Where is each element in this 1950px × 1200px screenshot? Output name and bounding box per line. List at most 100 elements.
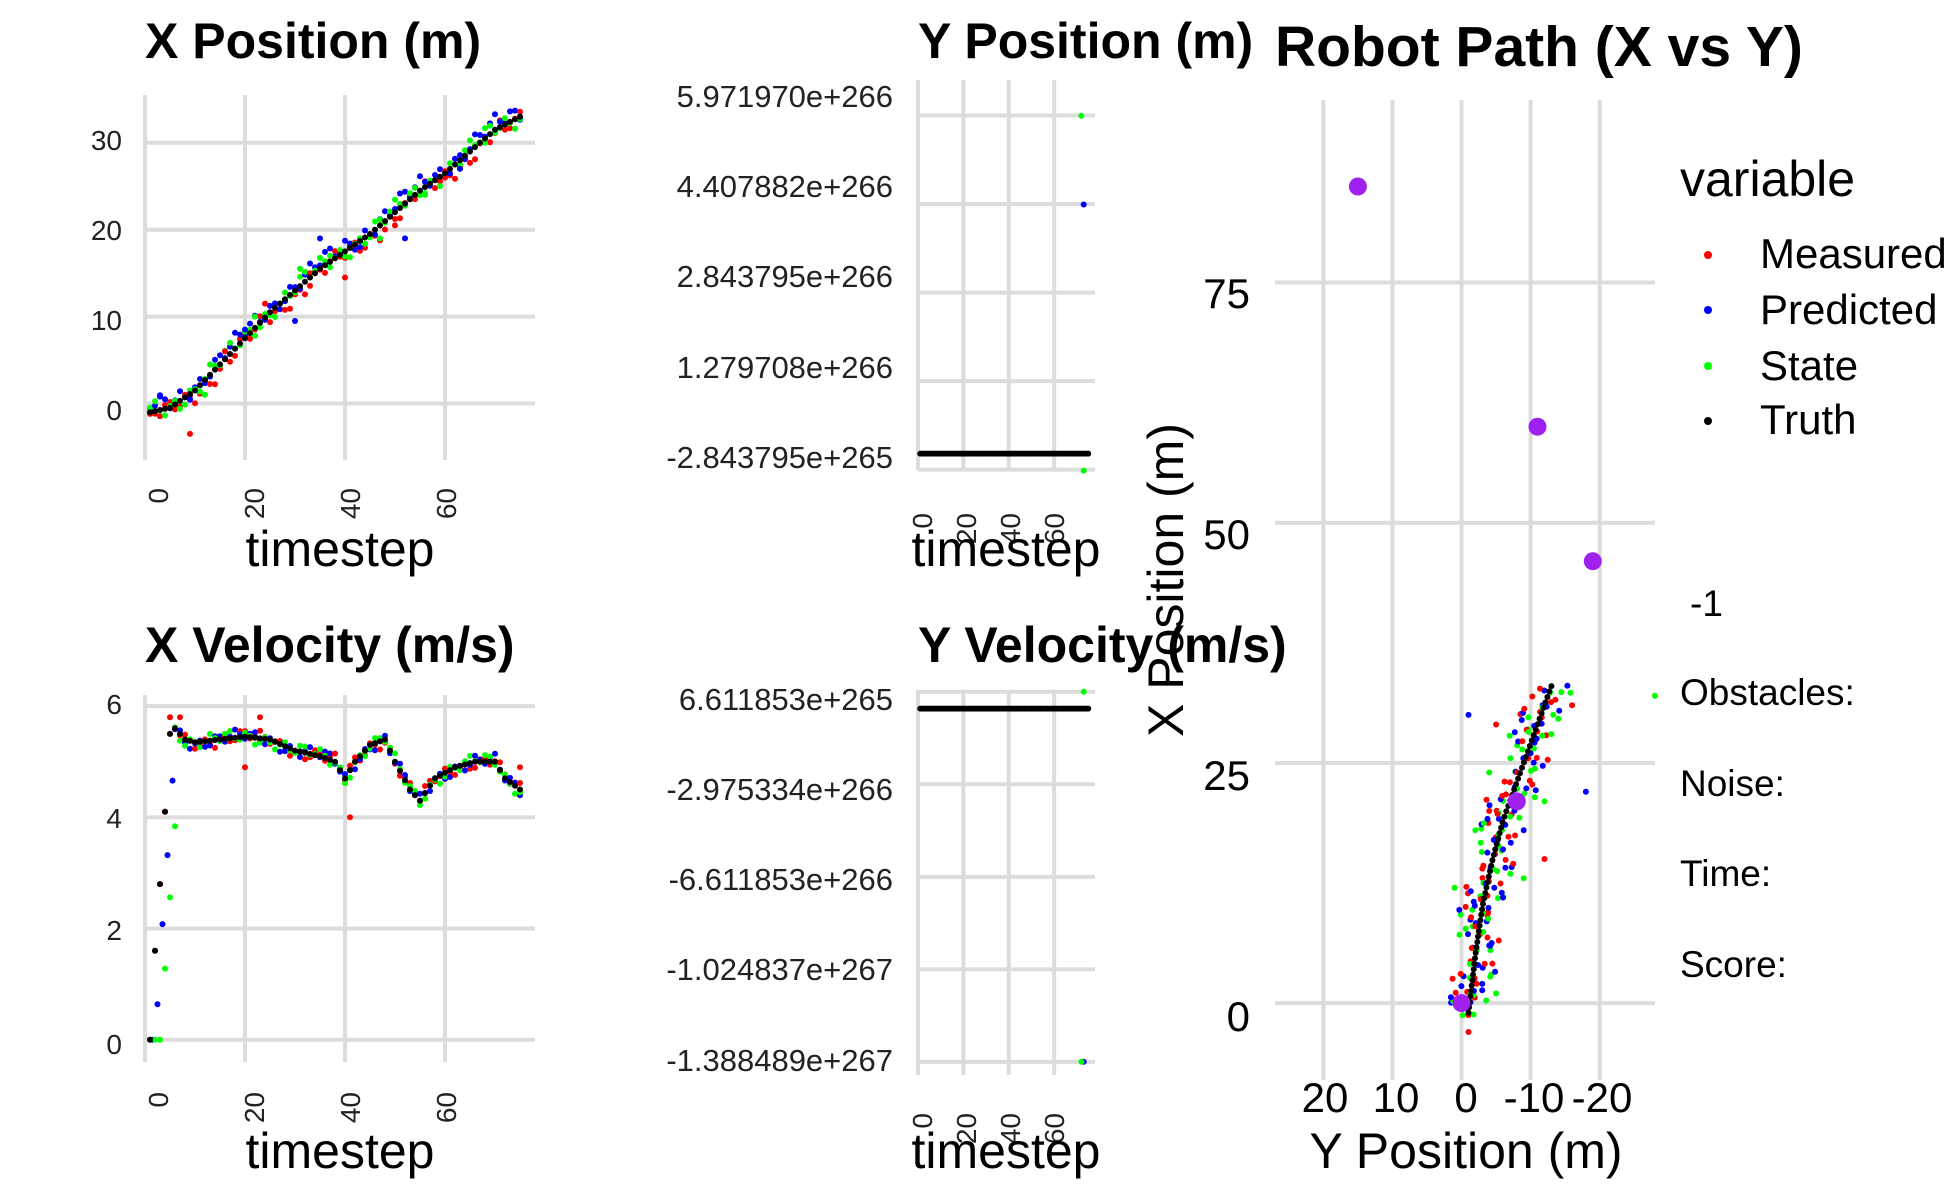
- x-position-point-truth: [392, 209, 398, 216]
- robot-path-point-truth: [1482, 890, 1489, 896]
- robot-path-point-predicted: [1491, 884, 1498, 891]
- x-position-point-measured: [402, 235, 408, 242]
- robot-path-point-measured: [1495, 937, 1502, 944]
- x-velocity-point-truth: [482, 758, 488, 765]
- y-position-ytick: 5.971970e+266: [677, 79, 893, 114]
- x-velocity-point-measured: [332, 750, 338, 757]
- legend: variable Measured Predicted State Truth: [1680, 151, 1947, 443]
- x-position-point-measured: [412, 196, 418, 203]
- x-position-point-state: [297, 273, 303, 280]
- robot-path-point-truth: [1474, 939, 1481, 945]
- robot-path-obstacle: [1452, 994, 1471, 1013]
- robot-path-point-state: [1470, 1011, 1477, 1018]
- x-velocity-point-truth: [252, 734, 258, 741]
- x-position-point-measured: [282, 306, 288, 313]
- x-position-point-truth: [427, 180, 433, 187]
- x-position-point-truth: [182, 394, 188, 401]
- legend-label-state: State: [1760, 342, 1858, 389]
- x-position-point-state: [397, 200, 403, 207]
- x-position-point-measured: [222, 348, 228, 355]
- x-velocity-point-state: [172, 823, 178, 830]
- x-velocity-point-measured: [257, 714, 263, 721]
- x-velocity-point-predicted: [277, 748, 283, 755]
- noise-label: Noise:: [1680, 763, 1785, 804]
- x-position-point-measured: [377, 235, 383, 242]
- robot-path-point-truth: [1511, 786, 1518, 793]
- y-velocity-title: Y Velocity (m/s): [918, 617, 1287, 673]
- y-position-xlabel: timestep: [912, 521, 1101, 577]
- x-velocity-point-truth: [352, 758, 358, 765]
- x-position-point-state: [412, 184, 418, 191]
- x-velocity-point-truth: [467, 760, 473, 767]
- x-velocity-point-truth: [442, 769, 448, 776]
- x-position-point-truth: [337, 251, 343, 258]
- x-position-point-predicted: [352, 246, 358, 253]
- robot-path-point-measured: [1468, 945, 1475, 951]
- robot-path-point-measured: [1484, 934, 1491, 941]
- x-velocity-point-truth: [507, 779, 513, 786]
- x-velocity-point-measured: [517, 780, 523, 786]
- x-position-point-measured: [322, 269, 328, 276]
- x-velocity-point-truth: [272, 738, 278, 745]
- x-velocity-point-predicted: [352, 766, 358, 773]
- robot-path-point-predicted: [1520, 827, 1527, 834]
- x-velocity-point-truth: [277, 740, 283, 747]
- y-velocity-xticks: 0 20 40 60: [907, 1113, 1070, 1144]
- x-position-point-measured: [247, 335, 253, 342]
- x-position-point-measured: [227, 358, 233, 365]
- x-position-point-predicted: [232, 329, 238, 336]
- y-position-point-truth: [1085, 450, 1092, 457]
- x-position-point-predicted: [162, 396, 168, 403]
- robot-path-point-state: [1483, 997, 1490, 1004]
- x-velocity-point-truth: [457, 762, 463, 769]
- robot-path-point-truth: [1548, 683, 1555, 690]
- x-velocity-point-state: [482, 752, 488, 759]
- x-position-point-measured: [307, 270, 313, 277]
- robot-path-point-state: [1507, 870, 1514, 877]
- robot-path-point-predicted: [1471, 902, 1478, 909]
- y-position-point-predicted: [1080, 201, 1087, 208]
- robot-path-point-predicted: [1523, 785, 1530, 792]
- x-velocity-point-predicted: [462, 767, 468, 774]
- x-position-point-measured: [487, 139, 493, 146]
- robot-path-point-state: [1451, 884, 1458, 891]
- x-velocity-point-measured: [302, 756, 308, 763]
- x-position-point-measured: [307, 282, 313, 289]
- robot-path-point-truth: [1503, 808, 1510, 815]
- legend-key-predicted: [1704, 306, 1712, 314]
- x-position-point-predicted: [322, 248, 328, 255]
- robot-path-point-predicted: [1556, 707, 1563, 714]
- x-position-xlabel: timestep: [246, 521, 435, 577]
- legend-label-measured: Measured: [1760, 230, 1947, 277]
- x-position-point-truth: [202, 377, 208, 383]
- x-velocity-ytick: 4: [106, 803, 122, 834]
- robot-path-point-truth: [1490, 851, 1497, 858]
- x-position-point-measured: [452, 175, 458, 182]
- panel-y-position: Y Position (m) 5.971970e+266 4.407882e+2…: [666, 13, 1253, 577]
- x-position-point-measured: [187, 430, 193, 437]
- robot-path-point-measured: [1529, 693, 1536, 700]
- robot-path-point-truth: [1528, 737, 1535, 744]
- x-position-point-state: [502, 115, 508, 122]
- x-position-point-predicted: [267, 302, 273, 309]
- robot-path-point-truth: [1480, 900, 1486, 907]
- x-velocity-point-truth: [167, 730, 173, 737]
- y-position-xtick: 40: [995, 513, 1026, 544]
- x-velocity-point-predicted: [472, 752, 478, 759]
- robot-path-point-state: [1487, 973, 1494, 980]
- x-velocity-point-measured: [472, 764, 478, 771]
- robot-path-point-measured: [1457, 970, 1464, 977]
- robot-path-point-truth: [1487, 868, 1493, 875]
- x-velocity-point-predicted: [282, 748, 288, 755]
- x-velocity-point-state: [327, 761, 333, 768]
- x-position-point-predicted: [452, 155, 458, 162]
- x-position-point-truth: [352, 241, 358, 248]
- y-position-xtick: 20: [951, 513, 982, 544]
- robot-path-point-truth: [1470, 971, 1476, 978]
- x-position-point-measured: [172, 406, 178, 413]
- x-velocity-point-truth: [327, 756, 333, 763]
- x-position-point-state: [322, 258, 328, 265]
- x-position-xtick: 20: [239, 488, 270, 519]
- robot-path-point-measured: [1499, 792, 1506, 799]
- x-position-xtick: 40: [335, 488, 366, 519]
